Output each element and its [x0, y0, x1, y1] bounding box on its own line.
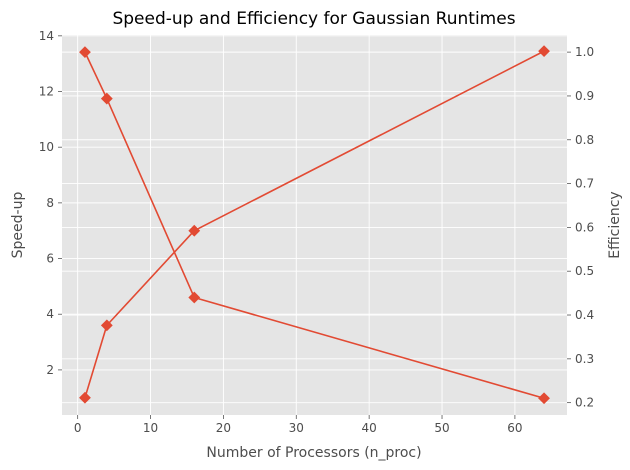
y-right-tick-label: 0.7	[575, 177, 594, 191]
efficiency-point	[79, 46, 91, 59]
y-right-tick-label: 0.5	[575, 264, 594, 278]
y-left-tick-label: 10	[39, 140, 54, 154]
y-right-tick-label: 0.3	[575, 352, 594, 366]
y-left-tick-label: 14	[39, 29, 54, 43]
y-left-tick-label: 6	[46, 252, 54, 266]
speedup-point	[100, 319, 113, 332]
x-axis-label: Number of Processors (n_proc)	[206, 445, 421, 461]
x-tick-label: 0	[74, 421, 82, 435]
x-tick-label: 10	[143, 421, 158, 435]
efficiency-point	[100, 92, 113, 105]
speedup-point	[79, 391, 91, 404]
chart-title: Speed-up and Efficiency for Gaussian Run…	[112, 9, 515, 29]
x-tick-label: 50	[434, 421, 449, 435]
y-left-tick-label: 12	[39, 85, 54, 99]
x-tick-label: 60	[507, 421, 522, 435]
y-right-tick-label: 0.6	[575, 220, 594, 234]
y-right-tick-label: 0.4	[575, 308, 594, 322]
y-right-tick-label: 0.8	[575, 133, 594, 147]
y-right-tick-label: 0.9	[575, 89, 594, 103]
x-tick-label: 20	[216, 421, 231, 435]
y-axis-left-label: Speed-up	[10, 192, 26, 259]
series-layer	[79, 45, 550, 405]
efficiency-point	[188, 291, 201, 304]
efficiency-line	[84, 51, 545, 400]
plot-area	[62, 35, 567, 415]
y-axis-right: 0.2 0.3 0.4 0.5 0.6 0.7 0.8 0.9 1.0	[567, 45, 594, 410]
speedup-point	[188, 224, 201, 237]
x-axis: 0 10 20 30 40 50 60	[74, 415, 523, 435]
y-axis-right-label: Efficiency	[607, 191, 623, 258]
y-left-tick-label: 8	[46, 196, 54, 210]
y-right-tick-label: 1.0	[575, 45, 594, 59]
y-left-tick-label: 4	[46, 307, 54, 321]
x-tick-label: 40	[362, 421, 377, 435]
efficiency-point	[538, 392, 550, 405]
y-axis-left: 2 4 6 8 10 12 14	[39, 29, 62, 377]
x-tick-label: 30	[289, 421, 304, 435]
grid-lines	[62, 35, 567, 415]
speedup-point	[538, 45, 550, 58]
speedup-line	[84, 50, 545, 399]
y-left-tick-label: 2	[46, 363, 54, 377]
y-right-tick-label: 0.2	[575, 396, 594, 410]
